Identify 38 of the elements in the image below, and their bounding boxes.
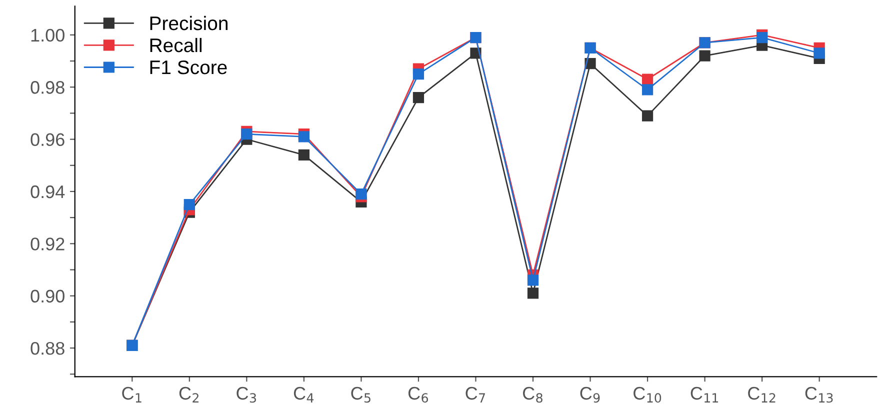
y-tick-label: 0.96 <box>30 133 64 146</box>
x-tick-label: C$_{1}$ <box>122 386 142 402</box>
x-tick-label: C$_{10}$ <box>634 386 662 403</box>
y-tick-label: 0.94 <box>30 185 65 198</box>
legend-label: Recall <box>150 38 202 52</box>
point <box>642 110 654 122</box>
x-tick-label: C$_{13}$ <box>805 386 833 403</box>
x-tick-label: C$_{3}$ <box>236 386 256 403</box>
x-tick-label: C$_{9}$ <box>580 386 600 403</box>
x-tick-label: C$_{4}$ <box>294 386 314 402</box>
x-tick-label: C$_{8}$ <box>523 386 542 403</box>
x-tick-label: C$_{6}$ <box>408 386 428 403</box>
y-tick-label: 0.92 <box>30 238 64 250</box>
x-tick-label: C$_{12}$ <box>748 386 776 402</box>
point <box>756 32 768 44</box>
legend-label: Precision <box>150 16 228 30</box>
point <box>814 48 825 59</box>
point <box>298 131 310 142</box>
point <box>412 92 424 104</box>
point <box>527 274 539 286</box>
point <box>184 198 195 210</box>
point <box>527 288 539 299</box>
x-tick-label: C$_{2}$ <box>179 386 198 402</box>
y-tick-label: 0.98 <box>30 81 64 94</box>
y-tick-label: 1.00 <box>31 28 64 42</box>
point <box>699 50 710 62</box>
legend-label: F1 Score <box>150 60 227 74</box>
point <box>642 74 654 85</box>
point <box>642 84 654 96</box>
point <box>241 128 252 140</box>
point <box>298 149 310 160</box>
x-tick-label: C$_{7}$ <box>466 386 485 402</box>
point <box>412 68 424 80</box>
y-tick-label: 0.90 <box>30 290 64 303</box>
y-tick-label: 0.88 <box>30 342 64 355</box>
x-tick-label: C$_{11}$ <box>690 386 718 402</box>
point <box>356 188 367 200</box>
x-tick-label: C$_{5}$ <box>351 386 370 403</box>
